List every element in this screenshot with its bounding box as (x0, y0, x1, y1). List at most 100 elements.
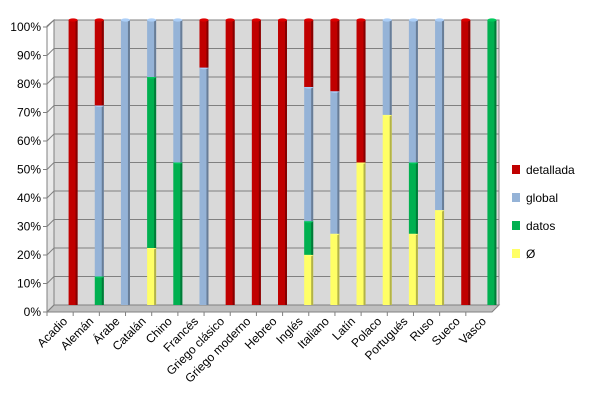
bar-face (94, 20, 104, 106)
legend-label: Ø (526, 247, 535, 261)
bar-shade (415, 233, 418, 305)
bar-shade (154, 20, 157, 77)
y-tick-label: 80% (17, 77, 41, 91)
legend-item: detallada (512, 163, 575, 177)
bar-cap (68, 18, 78, 22)
bar-cap (94, 18, 104, 22)
bar-shade (101, 105, 104, 277)
bar-shade (337, 91, 340, 234)
bar-segment (304, 85, 314, 222)
y-tick-label: 10% (17, 277, 41, 291)
bar-segment (199, 65, 209, 305)
bar-segment (330, 89, 340, 234)
y-tick-label: 90% (17, 49, 41, 63)
bars (68, 18, 497, 305)
y-tick-label: 40% (17, 191, 41, 205)
bar-shade (285, 20, 287, 305)
bar-segment (487, 18, 497, 305)
bar-cap (487, 18, 497, 22)
bar-segment (251, 18, 261, 305)
bar-face (408, 162, 418, 234)
x-axis: AcadioAlemánÁrabeCatalánChinoFrancésGrie… (34, 311, 492, 385)
bar-cap (461, 18, 471, 22)
bar-segment (330, 232, 340, 305)
gridline-side (46, 19, 55, 28)
bar-face (304, 221, 314, 255)
bar-face (147, 248, 157, 305)
gridline-side (46, 105, 55, 113)
bar-cap (382, 18, 392, 22)
y-tick-label: 20% (17, 248, 41, 262)
bar-face (487, 20, 497, 305)
bar-shade (311, 221, 314, 255)
bar-cap (120, 18, 130, 22)
bar-face (435, 20, 445, 211)
legend-label: global (526, 191, 558, 205)
bar-cap (199, 18, 209, 22)
bar-cap (408, 18, 418, 22)
bar-shade (127, 20, 130, 305)
bar-face (461, 20, 471, 305)
gridline-side (46, 276, 55, 284)
bar-shade (232, 20, 235, 305)
bar-segment (304, 18, 314, 87)
legend-swatch (512, 193, 520, 202)
legend-swatch (512, 249, 520, 258)
legend-swatch (512, 165, 520, 174)
bar-segment (356, 18, 366, 163)
bar-shade (337, 233, 340, 305)
y-tick-label: 50% (17, 163, 41, 177)
bar-face (94, 276, 104, 305)
bar-shade (389, 20, 392, 115)
x-tick-label: Sueco (429, 314, 463, 348)
bar-face (330, 91, 340, 234)
bar-shade (442, 20, 445, 211)
legend: detallada global datos Ø (512, 163, 575, 261)
y-tick-label: 0% (24, 305, 42, 319)
bar-face (356, 162, 366, 305)
bar-shade (415, 20, 418, 163)
bar-shade (363, 162, 366, 305)
gridline-side (46, 247, 55, 256)
bar-segment (94, 274, 104, 305)
bar-segment (304, 219, 314, 255)
bar-shade (180, 162, 183, 305)
bar-segment (94, 18, 104, 106)
bar-face (435, 210, 445, 305)
legend-item: global (512, 191, 558, 205)
bar-face (225, 20, 235, 305)
bar-shade (337, 20, 340, 92)
bar-shade (206, 20, 209, 68)
bar-shade (415, 162, 418, 234)
bar-segment (408, 232, 418, 305)
bar-shade (101, 20, 104, 106)
bar-face (173, 162, 183, 305)
bar-segment (147, 18, 157, 77)
bar-segment (435, 208, 445, 305)
bar-segment (435, 18, 445, 211)
bar-shade (494, 20, 497, 305)
bar-segment (173, 18, 183, 163)
gridline-side (46, 190, 55, 199)
y-axis: 0% 10% 20% 30% 40% 50% 60% 70% 80% 90% 100% (10, 20, 48, 319)
bar-segment (461, 18, 471, 305)
bar-cap (278, 18, 287, 22)
bar-shade (258, 20, 261, 305)
bar-shade (363, 20, 366, 163)
bar-shade (468, 20, 471, 305)
bar-shade (154, 248, 157, 305)
bar-segment (408, 18, 418, 163)
bar-face (408, 233, 418, 305)
bar-shade (75, 20, 78, 305)
bar-segment (408, 160, 418, 234)
bar-cap (356, 18, 366, 22)
bar-face (304, 254, 314, 305)
bar-segment (225, 18, 235, 305)
legend-item: datos (512, 219, 555, 233)
bar-segment (199, 18, 209, 68)
bar-face (382, 20, 392, 115)
bar-face (94, 105, 104, 277)
bar-segment (382, 113, 392, 305)
y-tick-label: 70% (17, 106, 41, 120)
